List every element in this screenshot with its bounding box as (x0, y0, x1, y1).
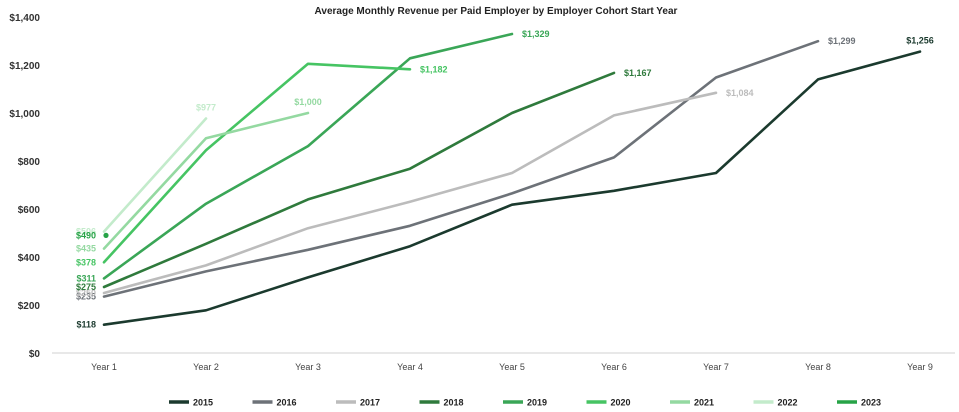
data-label: $977 (196, 103, 216, 113)
series-line-2017 (102, 91, 718, 295)
series-line-2021 (102, 111, 310, 250)
series-line-2020 (102, 62, 412, 264)
legend: 2015 2016 2017 2018 2019 2020 2021 2022 2023 (169, 398, 881, 408)
data-label: $490 (76, 230, 96, 240)
legend-label: 2023 (861, 398, 881, 408)
data-label: $235 (76, 292, 96, 302)
x-tick-label: Year 2 (193, 362, 219, 372)
data-label: $1,329 (522, 29, 550, 39)
data-label: $1,182 (420, 64, 448, 74)
data-label: $435 (76, 244, 96, 254)
y-tick-label: $200 (18, 301, 41, 312)
x-tick-label: Year 4 (397, 362, 423, 372)
data-label: $250 (76, 288, 96, 298)
y-tick-label: $600 (18, 205, 41, 216)
y-tick-label: $1,400 (9, 13, 40, 24)
y-axis-ticks: $0 $200 $400 $600 $800 $1,000 $1,200 $1,400 (9, 13, 40, 360)
x-tick-label: Year 8 (805, 362, 831, 372)
data-label: $1,084 (726, 88, 754, 98)
legend-label: 2019 (527, 398, 547, 408)
y-tick-label: $800 (18, 157, 41, 168)
x-tick-label: Year 1 (91, 362, 117, 372)
data-label: $378 (76, 257, 96, 267)
y-tick-label: $0 (29, 349, 41, 360)
y-tick-label: $1,200 (9, 61, 40, 72)
x-tick-label: Year 5 (499, 362, 525, 372)
legend-label: 2016 (277, 398, 297, 408)
x-tick-label: Year 3 (295, 362, 321, 372)
data-labels: $118 $1,256 $235 $1,299 $250 $1,084 $275 $1,167… (76, 29, 934, 330)
y-tick-label: $1,000 (9, 109, 40, 120)
data-label: $1,000 (294, 97, 322, 107)
data-label: $1,299 (828, 36, 856, 46)
legend-label: 2020 (611, 398, 631, 408)
series-line-2018 (102, 71, 616, 289)
series-line-2019 (102, 32, 514, 280)
data-label: $1,256 (906, 36, 934, 46)
series-line-2015 (102, 50, 922, 327)
series-line-2023 (103, 232, 109, 238)
x-axis-ticks: Year 1 Year 2 Year 3 Year 4 Year 5 Year 6 Year… (91, 362, 933, 372)
x-tick-label: Year 6 (601, 362, 627, 372)
series-line-2016 (102, 39, 820, 298)
legend-label: 2022 (778, 398, 798, 408)
data-label: $275 (76, 282, 96, 292)
y-tick-label: $400 (18, 253, 41, 264)
x-tick-label: Year 7 (703, 362, 729, 372)
chart-title: Average Monthly Revenue per Paid Employe… (315, 6, 678, 17)
data-label: $118 (76, 320, 96, 330)
legend-label: 2017 (360, 398, 380, 408)
series-lines (102, 32, 922, 327)
data-label: $311 (76, 273, 96, 283)
data-label: $1,167 (624, 68, 652, 78)
x-tick-label: Year 9 (907, 362, 933, 372)
series-line-2022 (102, 117, 208, 233)
legend-label: 2021 (694, 398, 714, 408)
legend-label: 2018 (444, 398, 464, 408)
data-label: $506 (76, 227, 96, 237)
legend-label: 2015 (193, 398, 213, 408)
